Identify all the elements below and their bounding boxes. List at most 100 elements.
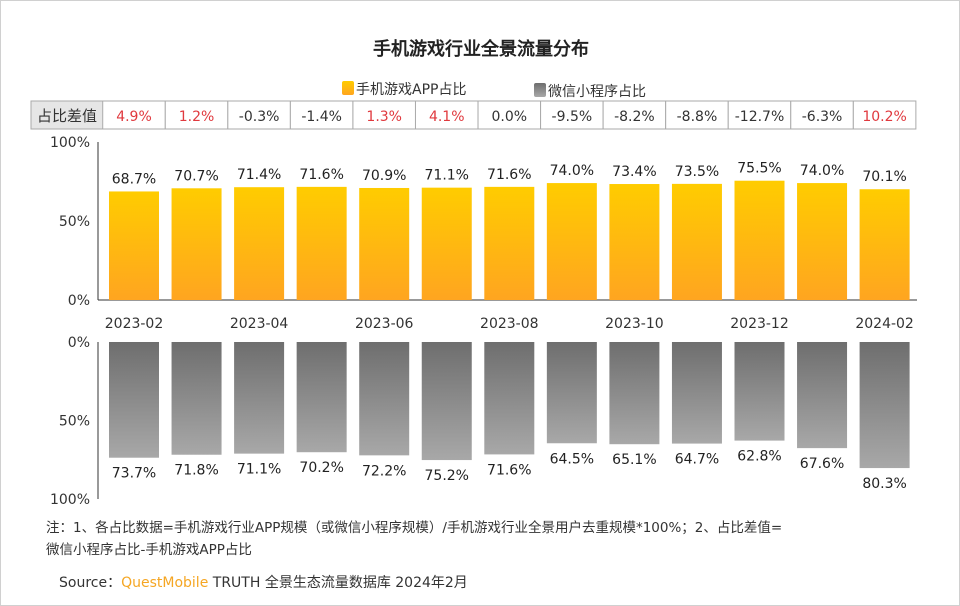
diff-value: 1.3% bbox=[366, 109, 402, 125]
data-label-app: 71.1% bbox=[425, 168, 469, 184]
bar-miniprogram bbox=[859, 342, 910, 469]
x-tick-label: 2023-04 bbox=[230, 316, 289, 332]
bar-miniprogram bbox=[734, 342, 785, 441]
source-prefix: Source： bbox=[59, 575, 121, 591]
diff-value: -12.7% bbox=[735, 109, 785, 125]
bar-miniprogram bbox=[359, 342, 410, 456]
y-tick-label-top: 100% bbox=[50, 135, 90, 151]
data-label-app: 75.5% bbox=[737, 161, 781, 177]
bar-miniprogram bbox=[296, 342, 347, 453]
diff-value: 4.9% bbox=[116, 109, 152, 125]
source-brand: QuestMobile bbox=[121, 575, 208, 591]
diff-value: -8.2% bbox=[614, 109, 655, 125]
x-tick-label: 2023-02 bbox=[105, 316, 164, 332]
data-label-miniprogram: 73.7% bbox=[112, 466, 156, 482]
data-label-miniprogram: 64.7% bbox=[675, 452, 719, 468]
data-label-miniprogram: 71.1% bbox=[237, 462, 281, 478]
y-tick-label-bottom: 50% bbox=[59, 414, 90, 430]
bar-app bbox=[171, 188, 222, 300]
bar-app bbox=[734, 180, 785, 300]
diff-table-cell bbox=[852, 100, 917, 130]
diff-value: -8.8% bbox=[677, 109, 718, 125]
bar-miniprogram bbox=[546, 342, 597, 444]
data-label-miniprogram: 70.2% bbox=[299, 460, 343, 476]
bar-app bbox=[671, 183, 722, 300]
data-label-app: 74.0% bbox=[550, 163, 594, 179]
legend-swatch-app bbox=[342, 81, 354, 95]
bar-miniprogram bbox=[671, 342, 722, 444]
data-label-app: 73.5% bbox=[675, 164, 719, 180]
diff-value: 0.0% bbox=[492, 109, 528, 125]
source-line: Source：QuestMobile TRUTH 全景生态流量数据库 2024年… bbox=[59, 574, 468, 591]
diff-table-label: 占比差值 bbox=[37, 107, 97, 125]
chart-title: 手机游戏行业全景流量分布 bbox=[373, 38, 589, 60]
diff-table-cell bbox=[164, 100, 229, 130]
data-label-miniprogram: 75.2% bbox=[425, 468, 469, 484]
bar-miniprogram bbox=[234, 342, 285, 454]
diff-table-cell bbox=[414, 100, 479, 130]
bar-app bbox=[546, 183, 597, 300]
data-label-miniprogram: 71.6% bbox=[487, 462, 531, 478]
diff-table-header-cell bbox=[30, 100, 104, 130]
diff-value: 1.2% bbox=[179, 109, 215, 125]
data-label-miniprogram: 65.1% bbox=[612, 452, 656, 468]
bar-app bbox=[296, 186, 347, 300]
y-tick-label-top: 0% bbox=[68, 293, 90, 309]
bar-app bbox=[234, 187, 285, 300]
note-line-1: 注：1、各占比数据=手机游戏行业APP规模（或微信小程序规模）/手机游戏行业全景… bbox=[46, 519, 782, 536]
data-label-app: 70.9% bbox=[362, 168, 406, 184]
bar-app bbox=[484, 186, 535, 300]
data-label-app: 71.6% bbox=[299, 167, 343, 183]
source-rest: TRUTH 全景生态流量数据库 2024年2月 bbox=[208, 574, 468, 591]
data-label-miniprogram: 67.6% bbox=[800, 456, 844, 472]
diff-table-cell bbox=[102, 100, 166, 130]
data-label-miniprogram: 80.3% bbox=[862, 476, 906, 492]
note-line-2: 微信小程序占比-手机游戏APP占比 bbox=[46, 542, 252, 558]
data-label-app: 73.4% bbox=[612, 164, 656, 180]
bar-app bbox=[359, 187, 410, 300]
diff-value: -1.4% bbox=[301, 109, 342, 125]
data-label-miniprogram: 72.2% bbox=[362, 463, 406, 479]
diff-table-cell bbox=[352, 100, 416, 130]
bar-miniprogram bbox=[609, 342, 660, 445]
x-tick-label: 2024-02 bbox=[855, 316, 914, 332]
data-label-miniprogram: 71.8% bbox=[174, 463, 218, 479]
x-tick-label: 2023-12 bbox=[730, 316, 789, 332]
diff-value: -0.3% bbox=[239, 109, 280, 125]
data-label-miniprogram: 62.8% bbox=[737, 449, 781, 465]
diff-value: 10.2% bbox=[862, 109, 906, 125]
bar-miniprogram bbox=[484, 342, 535, 455]
diff-table-cell bbox=[477, 100, 542, 130]
y-tick-label-top: 50% bbox=[59, 214, 90, 230]
bar-miniprogram bbox=[109, 342, 159, 458]
diff-value: -9.5% bbox=[552, 109, 593, 125]
data-label-app: 74.0% bbox=[800, 163, 844, 179]
bar-app bbox=[859, 189, 910, 300]
diff-table-cell bbox=[289, 100, 354, 130]
bar-miniprogram bbox=[171, 342, 222, 455]
x-tick-label: 2023-10 bbox=[605, 316, 664, 332]
data-label-app: 71.4% bbox=[237, 167, 281, 183]
data-label-miniprogram: 64.5% bbox=[550, 451, 594, 467]
diff-value: -6.3% bbox=[802, 109, 843, 125]
bar-miniprogram bbox=[421, 342, 472, 461]
bar-app bbox=[797, 183, 848, 300]
legend-swatch-miniprogram bbox=[534, 83, 546, 97]
bar-app bbox=[421, 187, 472, 300]
data-label-app: 70.1% bbox=[862, 169, 906, 185]
bar-app bbox=[109, 191, 159, 300]
x-tick-label: 2023-06 bbox=[355, 316, 414, 332]
bar-app bbox=[609, 184, 660, 300]
diff-table-cell bbox=[602, 100, 667, 130]
data-label-app: 70.7% bbox=[174, 168, 218, 184]
diff-table-cell bbox=[727, 100, 792, 130]
diff-table-cell bbox=[540, 100, 604, 130]
diff-table-cell bbox=[790, 100, 854, 130]
data-label-app: 71.6% bbox=[487, 167, 531, 183]
y-tick-label-bottom: 0% bbox=[68, 335, 90, 351]
data-label-app: 68.7% bbox=[112, 171, 156, 187]
y-tick-label-bottom: 100% bbox=[50, 492, 90, 508]
diff-value: 4.1% bbox=[429, 109, 465, 125]
